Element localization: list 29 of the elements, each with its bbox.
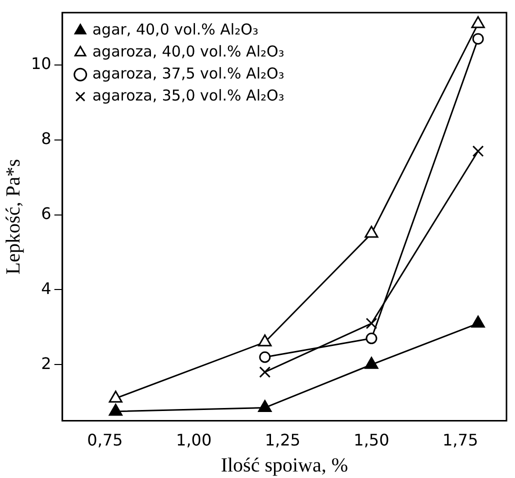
y-axis-title: Lepkość, Pa*s (2, 158, 24, 274)
point (108, 404, 122, 416)
x-tick-label: 1,25 (264, 430, 300, 450)
legend-label: agaroza, 35,0 vol.% Al₂O₃ (92, 86, 284, 104)
legend-label: agaroza, 37,5 vol.% Al₂O₃ (92, 64, 284, 82)
y-tick-label: 10 (31, 54, 52, 74)
y-tick-label: 2 (41, 354, 52, 373)
point (366, 318, 378, 330)
x-tick-label: 1,75 (442, 430, 478, 450)
x-axis-title: Ilość spoiwa, % (220, 454, 348, 476)
point (259, 366, 271, 378)
legend-label: agar, 40,0 vol.% Al₂O₃ (92, 20, 258, 38)
x-tick-label: 1,50 (354, 430, 390, 450)
point (472, 33, 484, 45)
point (366, 332, 378, 344)
y-tick-label: 4 (41, 278, 52, 298)
point (364, 226, 378, 238)
point (472, 145, 484, 157)
point (471, 316, 485, 328)
point (364, 356, 378, 369)
y-tick-label: 6 (41, 204, 52, 223)
point (258, 400, 272, 412)
x-tick-label: 1,00 (176, 430, 212, 450)
y-tick-label: 8 (41, 129, 52, 148)
x-tick-label: 0,75 (87, 430, 123, 450)
legend-label: agaroza, 40,0 vol.% Al₂O₃ (92, 42, 284, 60)
point (259, 351, 271, 363)
point (108, 390, 122, 403)
point (258, 334, 272, 346)
